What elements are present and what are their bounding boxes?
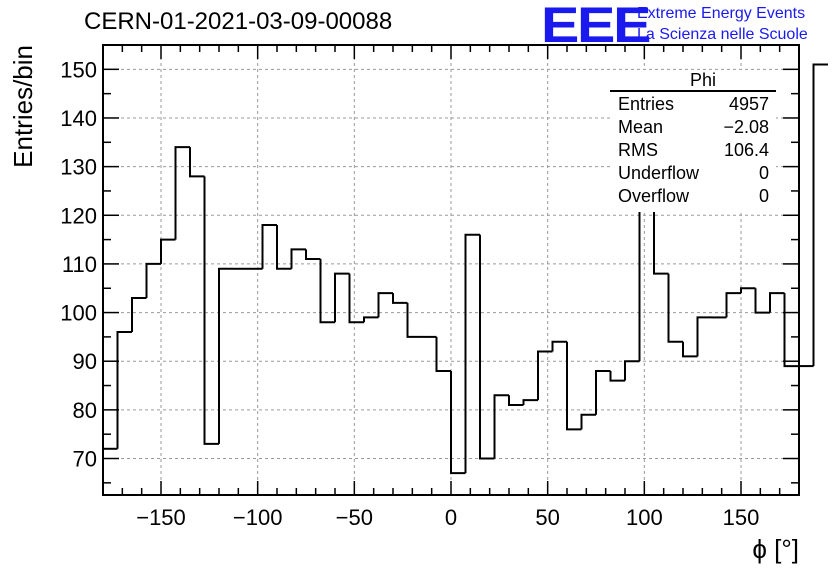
y-tick-label: 140 [60, 106, 97, 131]
stats-row-label: Mean [618, 117, 663, 137]
histogram-bin [377, 292, 393, 318]
histogram-bin [479, 234, 495, 460]
histogram-bin [740, 287, 756, 294]
histogram-bin [334, 272, 350, 323]
histogram-bin [450, 370, 466, 475]
eee-logo-line2: La Scienza nelle Scuole [637, 26, 808, 43]
histogram-bin [363, 316, 379, 323]
y-tick-label: 110 [62, 252, 97, 277]
histogram-bin [493, 394, 509, 459]
histogram-bin [638, 194, 654, 362]
histogram-bin [609, 370, 625, 382]
stats-box-name: Phi [690, 70, 716, 90]
histogram-bin [624, 360, 640, 381]
histogram-bin [131, 296, 147, 333]
histogram-bin [508, 395, 524, 406]
histogram-bin [145, 262, 161, 298]
histogram-bin [783, 293, 799, 368]
x-tick-labels: −150 −100 −50 0 50 100 150 [136, 505, 759, 530]
stats-row-value: 0 [759, 163, 769, 183]
stats-row-value: 0 [759, 186, 769, 206]
y-tick-label: 120 [60, 203, 97, 228]
x-tick-label: 100 [626, 505, 663, 530]
histogram-bin [319, 259, 335, 324]
eee-logo-line1: Extreme Energy Events [637, 5, 806, 22]
histogram-bin [276, 225, 292, 270]
stats-row-value: −2.08 [723, 117, 769, 137]
chart-title: CERN-01-2021-03-09-00088 [84, 8, 393, 35]
y-tick-label: 80 [73, 398, 97, 423]
x-axis-title: ϕ [°] [752, 534, 799, 564]
eee-logo-text: Extreme Energy Events La Scienza nelle S… [637, 3, 808, 45]
stats-row-value: 106.4 [724, 140, 769, 160]
x-tick-label: −150 [136, 505, 186, 530]
x-tick-label: 150 [723, 505, 760, 530]
histogram-bin [203, 176, 219, 445]
histogram-bin [218, 267, 234, 444]
histogram-bin [305, 249, 321, 261]
histogram-bin [290, 248, 306, 269]
y-axis-title: Entries/bin [8, 45, 38, 168]
stats-row-label: Underflow [618, 163, 700, 183]
histogram-bin [174, 146, 190, 240]
axis-ticks [103, 44, 799, 495]
stats-row-label: Overflow [618, 186, 690, 206]
histogram-bin [580, 413, 596, 430]
stats-row-label: Entries [618, 94, 674, 114]
histogram-bin [696, 316, 712, 357]
histogram-bin [812, 63, 828, 367]
stats-box: Phi Entries 4957 Mean −2.08 RMS 106.4 Underflow… [610, 70, 776, 212]
histogram-bin [566, 341, 582, 431]
histogram-bin [725, 292, 741, 318]
histogram-bin [392, 293, 408, 304]
y-tick-label: 70 [73, 447, 97, 472]
x-tick-label: −50 [336, 505, 373, 530]
stats-row-label: RMS [618, 140, 658, 160]
histogram-bin [754, 288, 770, 314]
histogram-bin [769, 292, 785, 313]
stats-row-value: 4957 [729, 94, 769, 114]
y-tick-label: 130 [60, 155, 97, 180]
histogram-bin [653, 195, 669, 275]
y-tick-label: 90 [73, 349, 97, 374]
histogram-bin [189, 147, 205, 178]
x-tick-label: −100 [233, 505, 283, 530]
x-tick-label: 0 [445, 505, 457, 530]
x-tick-label: 50 [535, 505, 559, 530]
histogram-bin [116, 331, 132, 449]
eee-logo-mark: EEE [541, 0, 651, 53]
histogram-bin [682, 341, 698, 358]
histogram-bin [406, 302, 422, 338]
histogram-bin [261, 224, 277, 269]
histogram-bin [464, 233, 480, 474]
stats-box-background [610, 70, 776, 212]
y-tick-label: 100 [60, 301, 97, 326]
y-tick-label: 150 [60, 57, 97, 82]
y-tick-labels: 70 80 90 100 110 120 130 140 150 [60, 57, 97, 471]
histogram-bin [348, 273, 364, 324]
histogram-bin [551, 340, 567, 352]
histogram-bin [537, 350, 553, 401]
histogram-bin [435, 336, 451, 372]
histogram-bin [595, 369, 611, 415]
histogram-bin [667, 273, 683, 343]
histogram-bin [522, 399, 538, 405]
histogram-bin [160, 238, 176, 264]
